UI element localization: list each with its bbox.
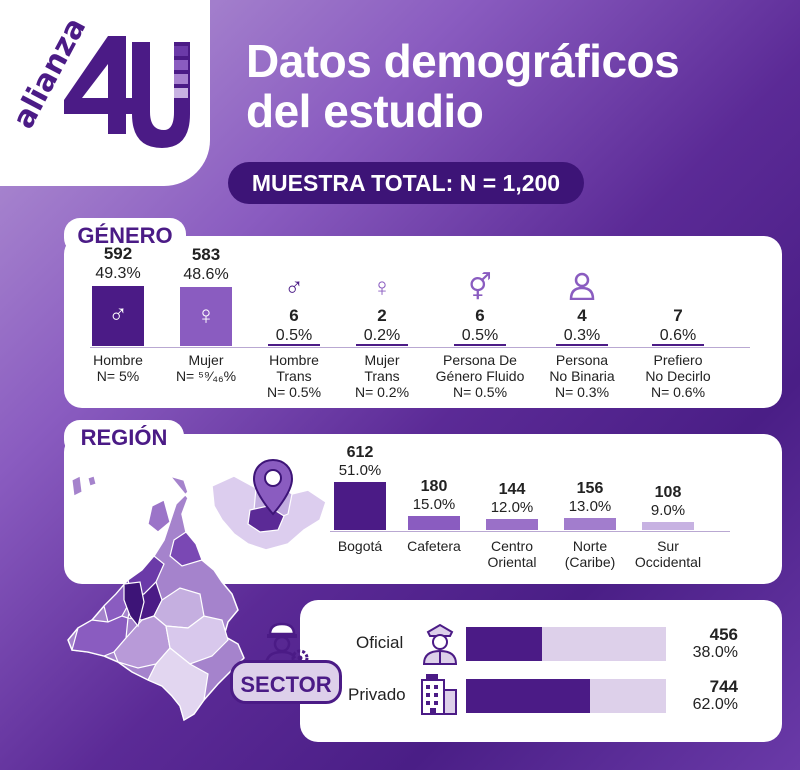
gender-pct: 0.5% bbox=[275, 327, 313, 344]
gender-pct: 49.3% bbox=[95, 265, 141, 282]
region-pct: 12.0% bbox=[490, 498, 534, 516]
region-pct: 13.0% bbox=[568, 497, 612, 515]
region-bar bbox=[486, 518, 538, 530]
sector-bar-privado bbox=[466, 679, 666, 713]
region-bar bbox=[334, 482, 386, 530]
region-heading: REGIÓN bbox=[64, 420, 184, 456]
gender-label-line2: Trans bbox=[364, 368, 400, 384]
gender-label: Persona bbox=[555, 352, 609, 368]
sector-count-privado: 744 bbox=[709, 677, 738, 696]
gender-count: 7 bbox=[673, 306, 683, 325]
gender-n-label: N= 0.5% bbox=[266, 384, 322, 400]
region-label: Centro bbox=[490, 538, 534, 554]
region-pct: 9.0% bbox=[650, 501, 686, 519]
gender-label-line2: N= 5% bbox=[96, 368, 140, 384]
gender-label-line2: N= ⁵⁹⁄₄₆% bbox=[175, 368, 237, 384]
gender-bar bbox=[556, 344, 608, 346]
region-bar bbox=[408, 515, 460, 530]
sector-heading: SECTOR bbox=[230, 660, 342, 704]
male-icon: ♂ bbox=[284, 272, 304, 302]
gender-heading: GÉNERO bbox=[64, 218, 186, 254]
sector-bar-oficial bbox=[466, 627, 666, 661]
sample-size-badge: MUESTRA TOTAL: N = 1,200 bbox=[228, 162, 584, 204]
gender-bar bbox=[356, 344, 408, 346]
sector-label-privado: Privado bbox=[348, 685, 406, 704]
male-icon: ♂ bbox=[108, 299, 128, 329]
region-bar bbox=[564, 517, 616, 530]
gender-n-label: N= 0.5% bbox=[452, 384, 508, 400]
officer-icon bbox=[422, 623, 458, 665]
gender-pct: 0.3% bbox=[563, 327, 601, 344]
region-count: 144 bbox=[498, 480, 526, 498]
sector-pct-privado: 62.0% bbox=[692, 696, 738, 713]
gender-label: Hombre bbox=[269, 352, 319, 368]
gender-bar bbox=[268, 344, 320, 346]
region-label: Bogotá bbox=[337, 538, 383, 554]
gender-label: Hombre bbox=[93, 352, 143, 368]
sector-pct-oficial: 38.0% bbox=[692, 644, 738, 661]
gender-label-line2: No Decirlo bbox=[645, 368, 711, 384]
gender-pct: 0.6% bbox=[659, 327, 697, 344]
sector-card bbox=[300, 600, 782, 742]
location-pin-icon bbox=[252, 458, 294, 516]
logo-4u-mark bbox=[64, 36, 190, 148]
building-icon bbox=[421, 674, 457, 715]
gender-count: 4 bbox=[577, 306, 587, 325]
region-baseline bbox=[330, 531, 730, 532]
gender-count: 2 bbox=[377, 306, 387, 325]
female-icon: ♀ bbox=[372, 272, 392, 302]
gender-pct: 48.6% bbox=[183, 265, 229, 283]
region-pct: 51.0% bbox=[338, 462, 382, 479]
region-label: Sur bbox=[657, 538, 679, 554]
page-title: Datos demográficos del estudio bbox=[246, 35, 680, 137]
gender-baseline bbox=[90, 347, 750, 348]
region-label-line2: Occidental bbox=[634, 554, 702, 570]
logo-panel: alianza bbox=[0, 0, 210, 186]
colombia-map bbox=[67, 474, 245, 722]
region-label-line2: (Caribe) bbox=[564, 554, 616, 570]
region-bar bbox=[642, 521, 694, 530]
gender-label: Mujer bbox=[188, 352, 224, 368]
sector-count-oficial: 456 bbox=[709, 625, 738, 644]
gender-count: 583 bbox=[191, 244, 221, 264]
region-label: Cafetera bbox=[407, 538, 461, 554]
region-count: 108 bbox=[654, 483, 682, 501]
gender-n-label: N= 0.6% bbox=[650, 384, 706, 400]
gender-label: Mujer bbox=[364, 352, 400, 368]
region-pct: 15.0% bbox=[412, 495, 456, 513]
gender-label-line2: Trans bbox=[276, 368, 312, 384]
sector-label-oficial: Oficial bbox=[356, 633, 404, 652]
region-count: 156 bbox=[576, 479, 604, 497]
female-icon: ♀ bbox=[196, 299, 216, 330]
gender-count: 6 bbox=[289, 306, 299, 325]
gender-bar bbox=[652, 344, 704, 346]
gender-label: Persona De bbox=[443, 352, 517, 368]
sector-bar-fill-privado bbox=[466, 679, 590, 713]
sector-bar-fill-oficial bbox=[466, 627, 542, 661]
gender-bar bbox=[454, 344, 506, 346]
region-label-line2: Oriental bbox=[487, 554, 537, 570]
title-line-2: del estudio bbox=[246, 85, 484, 137]
gender-pct: 0.2% bbox=[363, 327, 401, 344]
gender-n-label: N= 0.2% bbox=[354, 384, 410, 400]
gender-count: 6 bbox=[475, 306, 485, 325]
region-label: Norte bbox=[572, 538, 608, 554]
region-count: 612 bbox=[346, 444, 374, 461]
gender-bar: ♀ bbox=[180, 286, 232, 346]
gender-pct: 0.5% bbox=[461, 327, 499, 344]
gender-count: 592 bbox=[103, 244, 133, 263]
sector-value-privado: 744 62.0% bbox=[676, 677, 738, 714]
person-icon bbox=[532, 272, 632, 307]
gender-n-label: N= 0.3% bbox=[554, 384, 610, 400]
title-line-1: Datos demográficos bbox=[246, 35, 680, 87]
sector-value-oficial: 456 38.0% bbox=[676, 625, 738, 662]
gender-label-line2: No Binaria bbox=[549, 368, 615, 384]
gender-label-line2: Género Fluido bbox=[435, 368, 525, 384]
gender-bar: ♂ bbox=[92, 286, 144, 346]
region-count: 180 bbox=[420, 477, 448, 495]
gender-fluid-icon: ⚥ bbox=[468, 272, 492, 302]
gender-label: Prefiero bbox=[653, 352, 703, 368]
